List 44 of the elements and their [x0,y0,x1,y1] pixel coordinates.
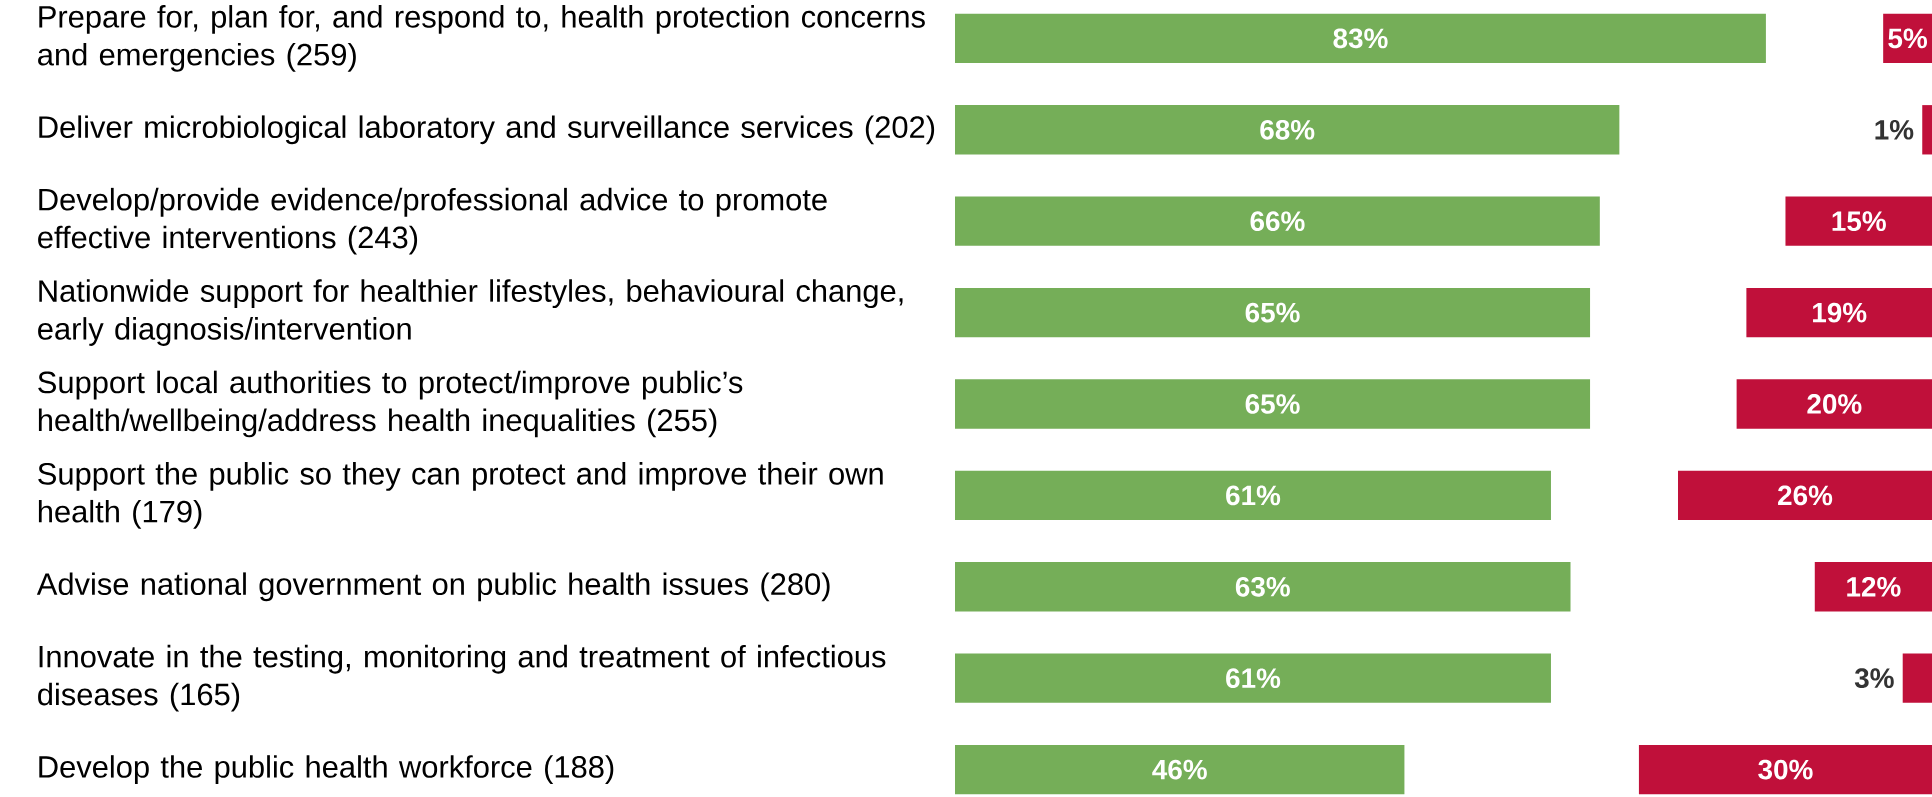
data-label: 65% [1245,394,1300,414]
bar [1678,470,1932,521]
bar [955,105,1620,155]
y-tick-label: Develop/provide evidence/professional advice to promote effective interventions (243) [38,187,827,255]
data-label: 26% [1778,485,1833,506]
data-label: 19% [1813,302,1867,323]
bar [1736,379,1932,429]
y-tick-label: Innovate in the testing, monitoring and treatment of infectious diseases (165) [38,644,886,712]
bar [955,744,1405,795]
bar [1922,105,1932,155]
data-label: 30% [1758,759,1813,780]
data-label: 46% [1152,759,1207,780]
y-tick-label: Support the public so they can protect and improve their own health (179) [38,462,883,529]
bar [955,13,1766,64]
data-label: 20% [1807,394,1862,414]
bar [955,470,1551,521]
bar [1902,653,1932,703]
bar [955,287,1591,338]
y-tick-label: Nationwide support for healthier lifestyles, behavioural change, early diagnosis/intervention [38,279,903,346]
data-label: 83% [1333,28,1388,49]
data-label: 68% [1260,119,1315,140]
bar [955,562,1571,612]
bar [1814,562,1932,612]
data-label: 3% [1854,668,1894,689]
y-tick-label: Develop the public health workforce (188) [39,755,614,784]
data-label: 15% [1832,211,1886,232]
data-label: 1% [1875,119,1914,140]
bar [1746,287,1932,338]
data-label: 66% [1250,211,1305,232]
y-tick-label: Deliver microbiological laboratory and surveillance services (202) [39,115,935,145]
data-label: 5% [1888,28,1928,49]
bar [955,196,1600,246]
y-tick-label: Prepare for, plan for, and respond to, health protection concerns and emergencies (259) [38,5,925,72]
bar [955,653,1551,703]
data-label: 12% [1847,576,1901,597]
data-label: 65% [1245,302,1300,323]
y-tick-label: Support local authorities to protect/improve public’s health/wellbeing/address health inequalities (255) [38,370,743,438]
bar [1785,196,1932,246]
bar [955,379,1591,429]
bar [1638,744,1932,795]
data-label: 61% [1226,485,1281,506]
data-label: 63% [1235,576,1290,597]
y-tick-label: Advise national government on public health issues (280) [36,572,830,602]
data-label: 61% [1226,668,1281,689]
